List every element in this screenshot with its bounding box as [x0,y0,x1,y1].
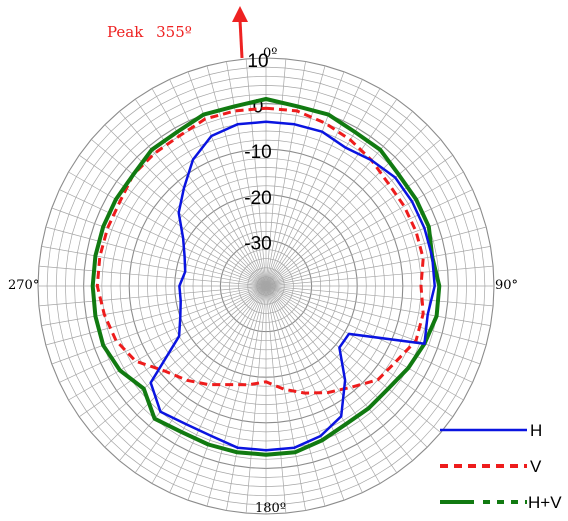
grid-spoke [265,124,428,287]
radial-tick-minus-30: -30 [244,233,271,254]
grid-spoke [265,285,381,484]
grid-spoke [41,246,267,287]
grid-spoke [206,285,267,507]
radial-tick-0: 0 [253,97,264,118]
grid-spoke [119,111,267,287]
grid-spoke [265,285,464,401]
legend-label-hv: H+V [528,493,562,512]
grid-spoke [265,285,487,346]
grid-spoke [265,285,428,448]
grid-spoke [265,285,454,418]
polar-grid [37,57,495,515]
series-line-v [95,106,425,395]
grid-spoke [265,285,326,507]
radial-tick-labels: 10 0 -10 -20 -30 [244,51,271,254]
grid-spoke [265,226,487,287]
grid-spoke [51,285,267,365]
grid-spoke [265,58,287,287]
grid-spoke [45,226,267,287]
grid-spoke [265,111,413,287]
grid-spoke [265,246,491,287]
series-line-h [149,120,436,452]
radial-tick-minus-20: -20 [244,188,271,209]
grid-spoke [265,98,398,287]
peak-label-text: Peak [107,23,144,41]
angle-label-270: 270° [8,278,39,293]
radial-tick-minus-10: -10 [244,142,271,163]
grid-spoke [265,71,345,287]
angle-label-90: 90° [495,278,518,293]
grid-spoke [265,65,326,287]
grid-spoke [134,285,267,474]
grid-spoke [45,285,267,346]
grid-spoke [51,207,267,287]
peak-arrowhead-icon [232,6,248,22]
grid-spoke [265,154,454,287]
peak-label: Peak 355º [107,23,192,41]
legend-label-h: H [530,421,542,440]
grid-spoke [38,285,267,307]
grid-spoke [104,124,267,287]
grid-spoke [265,88,381,287]
legend: H V H+V [440,421,562,512]
angle-label-0: 0º [263,46,277,61]
grid-spoke [68,171,267,287]
peak-value: 355º [156,23,192,41]
grid-spoke [68,285,267,401]
peak-arrow-icon [238,19,244,59]
grid-spoke [169,285,267,493]
grid-spoke [265,285,287,514]
grid-spoke [245,58,267,287]
grid-spoke [265,285,306,511]
grid-spoke [78,285,267,418]
grid-spoke [151,285,267,484]
grid-spoke [226,285,267,511]
grid-spoke [265,79,363,287]
grid-spoke [265,285,413,461]
grid-spoke [265,61,306,287]
grid-spoke [78,154,267,287]
grid-spoke [187,285,267,501]
grid-spoke [41,285,267,326]
peak-annotation: Peak 355º [107,6,248,59]
grid-spoke [265,139,441,287]
grid-spoke [265,285,494,307]
grid-spoke [265,285,491,326]
grid-spoke [265,265,494,287]
grid-spoke [38,265,267,287]
grid-spoke [119,285,267,461]
series-line-h-plus-v [90,97,442,457]
grid-spoke [265,285,398,474]
grid-spoke [104,285,267,448]
grid-spoke [265,285,363,493]
grid-spoke [59,285,267,383]
grid-spoke [265,285,441,433]
grid-spoke [187,71,267,287]
grid-spoke [265,189,473,287]
series-lines [90,97,442,457]
legend-label-v: V [530,457,542,476]
radial-tick-10: 10 [247,51,268,72]
grid-spoke [59,189,267,287]
grid-spoke [151,88,267,287]
angle-label-180: 180º [255,501,286,516]
grid-spoke [265,285,481,365]
grid-spoke [91,285,267,433]
grid-spoke [245,285,267,514]
grid-spoke [134,98,267,287]
grid-spoke [265,171,464,287]
grid-spoke [265,285,473,383]
grid-spoke [265,207,481,287]
grid-spoke [169,79,267,287]
grid-spoke [226,61,267,287]
grid-spoke [206,65,267,287]
